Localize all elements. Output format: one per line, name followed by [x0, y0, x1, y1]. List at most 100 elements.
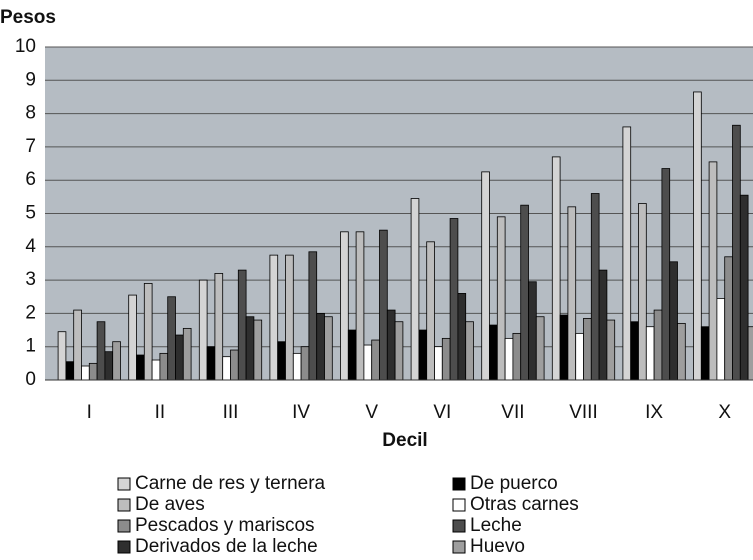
legend-label: Carne de res y ternera — [135, 473, 326, 494]
y-tick-label: 10 — [15, 36, 36, 57]
bar — [630, 321, 639, 381]
bar — [645, 326, 655, 381]
bar — [489, 324, 498, 381]
legend-swatch — [117, 498, 131, 512]
bar — [496, 216, 506, 381]
bar — [559, 314, 569, 381]
bar — [88, 362, 98, 381]
x-tick-label: V — [365, 402, 378, 423]
bar — [151, 359, 161, 381]
bar — [316, 312, 325, 381]
bar — [340, 231, 349, 381]
legend-swatch — [117, 540, 131, 554]
bar — [700, 326, 710, 381]
bar — [65, 361, 75, 381]
bar — [277, 341, 286, 381]
bar — [590, 193, 600, 381]
bar — [81, 365, 90, 381]
legend-label: Pescados y mariscos — [135, 515, 315, 536]
bar — [167, 296, 176, 381]
legend-swatch — [117, 477, 131, 491]
bar — [112, 341, 121, 381]
bar — [598, 269, 608, 381]
bar — [363, 344, 373, 381]
y-axis-label: Pesos — [0, 7, 56, 28]
y-tick-label: 0 — [25, 369, 36, 390]
bar — [143, 283, 153, 381]
y-tick-label: 1 — [25, 336, 36, 357]
bar — [732, 124, 741, 381]
bar — [128, 294, 137, 381]
legend-swatch — [452, 540, 466, 554]
bar — [347, 329, 357, 381]
bar — [551, 156, 561, 381]
bar — [638, 203, 647, 381]
y-tick-label: 8 — [25, 103, 36, 124]
bar — [57, 331, 67, 381]
x-tick-label: III — [223, 402, 239, 423]
bar — [214, 273, 224, 381]
legend-swatch — [452, 498, 466, 512]
bar — [457, 293, 467, 381]
bar — [465, 321, 474, 381]
bar — [606, 319, 616, 381]
bar — [418, 329, 428, 381]
legend-label: Huevo — [470, 536, 525, 557]
bar — [693, 91, 702, 381]
legend-label: De aves — [135, 494, 205, 515]
bar — [269, 254, 279, 381]
legend-swatch — [117, 519, 131, 533]
legend-label: Otras carnes — [470, 494, 579, 515]
bar — [371, 339, 380, 381]
bar — [285, 254, 294, 381]
bar — [708, 161, 718, 381]
x-tick-label: I — [87, 402, 92, 423]
bar — [434, 346, 443, 381]
bar — [104, 351, 114, 381]
bar — [182, 327, 192, 381]
bar — [159, 352, 169, 381]
bar — [535, 316, 545, 381]
bar — [520, 204, 529, 381]
x-tick-label: VII — [501, 402, 524, 423]
x-tick-label: IV — [292, 402, 310, 423]
y-tick-label: 7 — [25, 136, 36, 157]
bar — [575, 332, 584, 381]
bar — [292, 352, 302, 381]
y-tick-label: 6 — [25, 169, 36, 190]
bar — [528, 281, 537, 381]
bar — [96, 321, 106, 381]
bar — [426, 241, 435, 381]
y-tick-label: 5 — [25, 203, 36, 224]
bar — [198, 279, 208, 381]
x-axis-label: Decil — [382, 430, 427, 451]
y-tick-label: 3 — [25, 269, 36, 290]
bar — [512, 332, 522, 381]
bar — [222, 356, 231, 381]
bar — [724, 256, 733, 381]
bar — [716, 298, 726, 381]
bar — [175, 334, 184, 381]
x-tick-label: X — [718, 402, 731, 423]
bar — [386, 309, 396, 381]
bar — [379, 229, 388, 381]
bar — [567, 206, 577, 381]
legend-label: Derivados de la leche — [135, 536, 318, 557]
bar — [206, 346, 216, 381]
bar — [739, 194, 749, 381]
y-tick-label: 9 — [25, 69, 36, 90]
bar — [300, 346, 310, 381]
legend-swatch — [452, 477, 466, 491]
bar — [583, 317, 592, 381]
x-tick-label: II — [155, 402, 166, 423]
bar — [747, 326, 753, 381]
bar — [661, 168, 671, 381]
y-tick-label: 4 — [25, 236, 36, 257]
bar — [653, 309, 663, 381]
legend-label: De puerco — [470, 473, 558, 494]
bar — [394, 321, 404, 381]
bar — [669, 261, 678, 381]
legend-label: Leche — [470, 515, 522, 536]
bar — [677, 322, 686, 381]
